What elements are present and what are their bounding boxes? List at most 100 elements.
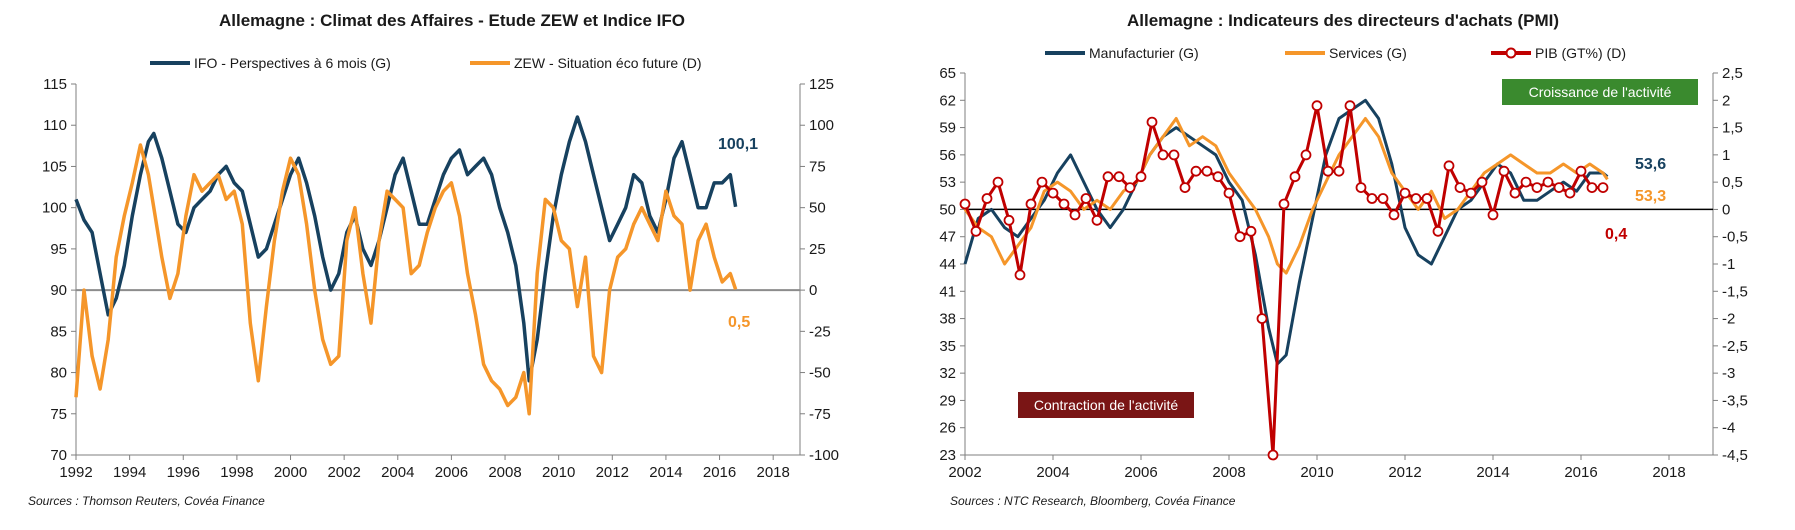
y-left-tick-label: 59: [939, 120, 956, 137]
series-point-2: [1080, 193, 1092, 204]
x-tick-label: 1994: [113, 464, 146, 481]
series-point-2: [1201, 165, 1213, 177]
series-point-2: [1443, 160, 1455, 172]
end-value-label-1: 0,5: [728, 314, 750, 331]
series-point-2: [1366, 193, 1378, 204]
series-point-2: [1388, 209, 1400, 221]
series-point-2: [1553, 182, 1565, 194]
y-left-tick-label: 23: [939, 447, 956, 464]
y-right-tick-label: -2,5: [1722, 338, 1748, 355]
series-point-2: [1157, 149, 1169, 161]
y-left-tick-label: 41: [939, 283, 956, 300]
y-left-tick-label: 105: [42, 158, 67, 175]
series-point-2: [1179, 182, 1191, 194]
x-tick-label: 1998: [220, 464, 253, 481]
y-right-tick-label: -2: [1722, 311, 1735, 328]
y-right-tick-label: 0,5: [1722, 174, 1743, 191]
series-point-2: [992, 176, 1004, 188]
series-point-2: [1355, 182, 1367, 194]
x-tick-label: 2006: [435, 464, 468, 481]
y-right-tick-label: -75: [809, 406, 831, 423]
series-point-2: [1047, 187, 1059, 199]
chart-source: Sources : Thomson Reuters, Covéa Finance: [28, 494, 265, 508]
end-value-label-0: 53,6: [1635, 156, 1666, 173]
y-left-tick-label: 90: [50, 282, 67, 299]
series-point-2: [1058, 198, 1070, 210]
series-point-2: [1146, 116, 1158, 128]
series-line-1: [74, 143, 738, 416]
y-left-tick-label: 65: [939, 65, 956, 82]
y-right-tick-label: -50: [809, 365, 831, 382]
x-tick-label: 2008: [1212, 464, 1245, 481]
series-point-2: [1586, 182, 1598, 194]
series-point-2: [1091, 214, 1103, 226]
series-point-2: [1124, 182, 1136, 194]
series-point-2: [1531, 182, 1543, 194]
series-point-2: [1234, 231, 1246, 243]
y-right-tick-label: -100: [809, 447, 839, 464]
y-right-tick-label: 125: [809, 76, 834, 93]
y-left-tick-label: 50: [939, 201, 956, 218]
series-point-2: [1069, 209, 1081, 221]
x-tick-label: 1992: [59, 464, 92, 481]
legend-label-1: ZEW - Situation éco future (D): [514, 55, 702, 71]
x-tick-label: 2006: [1124, 464, 1157, 481]
y-left-tick-label: 115: [43, 76, 67, 93]
series-point-2: [1520, 176, 1532, 188]
x-tick-label: 2012: [1388, 464, 1421, 481]
chart-title: Allemagne : Indicateurs des directeurs d…: [1127, 11, 1559, 30]
series-point-2: [1267, 449, 1279, 461]
y-left-tick-label: 56: [939, 147, 956, 164]
series-point-2: [1542, 176, 1554, 188]
x-tick-label: 2008: [488, 464, 521, 481]
x-tick-label: 2004: [1036, 464, 1069, 481]
series-point-2: [1300, 149, 1312, 161]
series-point-2: [1245, 225, 1257, 237]
chart-title: Allemagne : Climat des Affaires - Etude …: [219, 11, 685, 30]
y-right-tick-label: -3: [1722, 365, 1735, 382]
series-line-0: [963, 98, 1609, 366]
y-left-tick-label: 29: [939, 392, 956, 409]
series-point-2: [959, 198, 971, 210]
y-right-tick-label: 2: [1722, 92, 1730, 109]
y-right-tick-label: 2,5: [1722, 65, 1743, 82]
legend-label-0: IFO - Perspectives à 6 mois (G): [194, 55, 391, 71]
y-left-tick-label: 75: [50, 406, 67, 423]
y-right-tick-label: -0,5: [1722, 229, 1748, 246]
legend-marker-2: [1505, 47, 1517, 59]
series-point-2: [1311, 100, 1323, 112]
y-left-tick-label: 47: [939, 229, 956, 246]
y-right-tick-label: -1,5: [1722, 283, 1748, 300]
y-right-tick-label: 0: [1722, 201, 1730, 218]
y-right-tick-label: 50: [809, 200, 826, 217]
series-point-2: [1113, 171, 1125, 183]
legend-label-2: PIB (GT%) (D): [1535, 45, 1626, 61]
x-tick-label: 2012: [596, 464, 629, 481]
y-left-tick-label: 95: [50, 241, 67, 258]
x-tick-label: 2016: [703, 464, 736, 481]
series-point-2: [1190, 165, 1202, 177]
series-point-2: [1223, 187, 1235, 199]
annotation-box-0: [1502, 79, 1698, 105]
annotation-text-1: Contraction de l'activité: [1034, 397, 1179, 413]
y-left-tick-label: 53: [939, 174, 956, 191]
series-point-2: [1256, 313, 1268, 325]
series-point-2: [1465, 187, 1477, 199]
series-point-2: [1278, 198, 1290, 210]
series-point-2: [970, 225, 982, 237]
x-tick-label: 2018: [1652, 464, 1685, 481]
y-left-tick-label: 26: [939, 420, 956, 437]
series-point-2: [981, 193, 993, 204]
end-value-label-0: 100,1: [718, 136, 758, 153]
series-point-2: [1597, 182, 1609, 194]
y-right-tick-label: -4,5: [1722, 447, 1748, 464]
y-right-tick-label: 75: [809, 158, 826, 175]
series-point-2: [1399, 187, 1411, 199]
y-right-tick-label: -25: [809, 323, 831, 340]
legend-label-0: Manufacturier (G): [1089, 45, 1199, 61]
series-point-2: [1344, 100, 1356, 112]
y-right-tick-label: 1: [1722, 147, 1730, 164]
series-point-2: [1575, 165, 1587, 177]
y-right-tick-label: -3,5: [1722, 392, 1748, 409]
y-right-tick-label: 25: [809, 241, 826, 258]
